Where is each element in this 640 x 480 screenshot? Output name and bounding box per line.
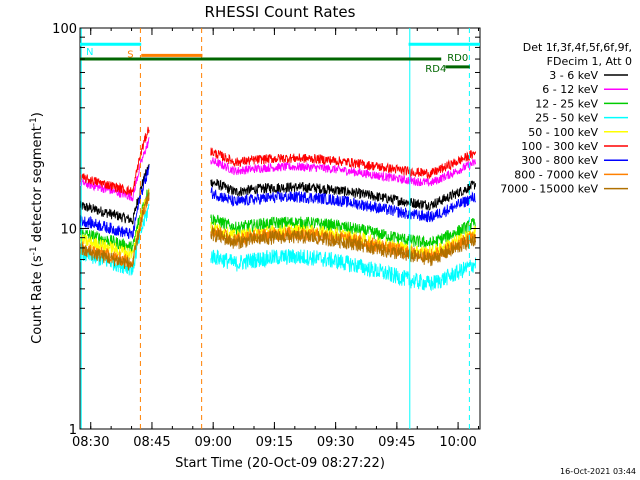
series-trace-2-part-0 <box>80 188 150 254</box>
legend: Det 1f,3f,4f,5f,6f,9f,FDecim 1, Att 03 -… <box>500 41 632 196</box>
series-trace-1-part-1 <box>210 157 477 187</box>
x-tick-label-4: 09:30 <box>317 435 354 450</box>
legend-label-1: 6 - 12 keV <box>542 83 598 96</box>
flag-label-3: RD0 <box>447 53 468 64</box>
series-trace-2-part-1 <box>210 214 477 250</box>
legend-label-6: 300 - 800 keV <box>521 154 598 167</box>
legend-label-8: 7000 - 15000 keV <box>500 183 598 196</box>
chart-title: RHESSI Count Rates <box>205 3 356 21</box>
y-axis-label-sup1: -1 <box>29 246 39 255</box>
series-trace-3-part-1 <box>210 249 477 292</box>
y-axis-label-end: ) <box>30 112 45 117</box>
series-trace-6-part-0 <box>80 165 150 240</box>
legend-label-2: 12 - 25 keV <box>535 97 598 110</box>
y-axis-label-sup2: -1 <box>29 117 39 126</box>
series-trace-8-part-1 <box>210 227 477 267</box>
series-trace-1-part-0 <box>80 137 150 202</box>
x-tick-label-6: 10:00 <box>439 435 476 450</box>
legend-header-0: Det 1f,3f,4f,5f,6f,9f, <box>523 41 632 54</box>
x-tick-label-3: 09:15 <box>256 435 293 450</box>
flag-label-4: RD4 <box>425 64 446 75</box>
series-trace-0-part-0 <box>80 163 150 225</box>
series-trace-5-part-1 <box>210 147 477 180</box>
series-trace-5-part-0 <box>80 126 150 196</box>
x-tick-label-0: 08:30 <box>72 435 109 450</box>
y-tick-label-2: 100 <box>52 22 77 37</box>
legend-label-7: 800 - 7000 keV <box>514 168 598 181</box>
x-tick-label-5: 09:45 <box>378 435 415 450</box>
marker-lines <box>80 28 470 429</box>
y-axis-label-mid: detector segment <box>30 126 45 246</box>
legend-label-0: 3 - 6 keV <box>549 69 598 82</box>
y-tick-label-0: 1 <box>69 423 77 438</box>
flag-bars: SNNRD0RD4 <box>80 42 480 75</box>
legend-label-5: 100 - 300 keV <box>521 140 598 153</box>
flag-label-1: N <box>86 47 93 58</box>
legend-label-4: 50 - 100 keV <box>528 126 598 139</box>
x-axis-label: Start Time (20-Oct-09 08:27:22) <box>175 456 385 471</box>
y-tick-label-1: 10 <box>60 223 77 238</box>
series-trace-8-part-0 <box>80 189 150 271</box>
legend-header-1: FDecim 1, Att 0 <box>547 55 632 68</box>
x-tick-label-1: 08:45 <box>133 435 170 450</box>
series-trace-0-part-1 <box>210 178 477 211</box>
legend-label-3: 25 - 50 keV <box>535 112 598 125</box>
y-axis-label-main: Count Rate (s <box>30 255 45 344</box>
y-axis-label: Count Rate (s-1 detector segment-1) <box>29 112 45 344</box>
axes: 08:30 08:45 09:00 09:15 09:30 09:45 10:00 1 10 10… <box>52 22 480 450</box>
x-tick-label-2: 09:00 <box>194 435 231 450</box>
flag-label-0: S <box>127 49 133 60</box>
series-trace-6-part-1 <box>210 186 476 223</box>
series-layer <box>80 126 477 292</box>
footer-date: 16-Oct-2021 03:44 <box>560 467 636 476</box>
